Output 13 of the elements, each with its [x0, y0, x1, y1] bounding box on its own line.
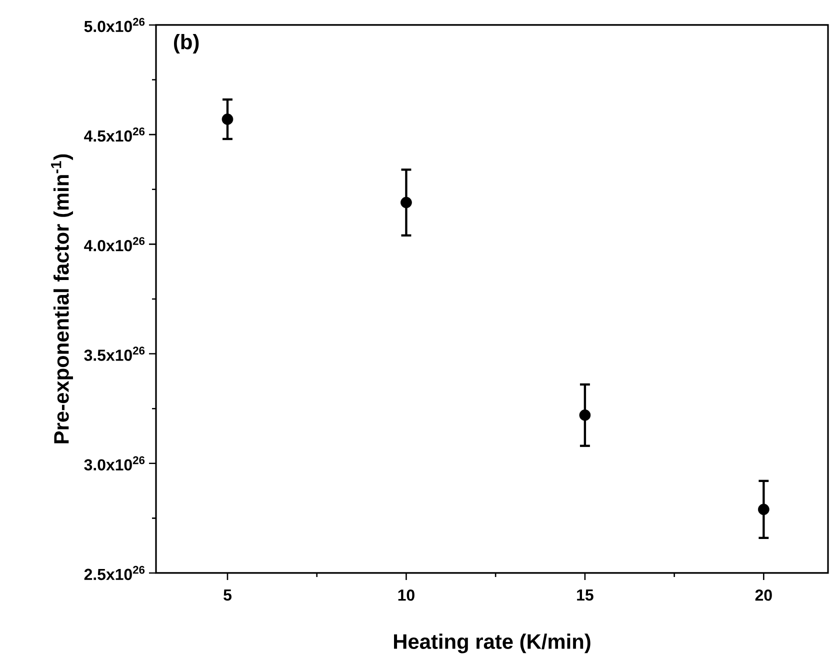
y-tick-label: 3.5x10$^{26}$: [84, 346, 145, 361]
x-tick-label: 20: [755, 590, 772, 601]
y-tick-label: 3.0x10$^{26}$: [84, 456, 145, 470]
x-axis-title: Heating rate (K/min): [394, 634, 590, 654]
y-tick-label: 4.5x10$^{26}$: [84, 127, 145, 142]
annotation: (b): [174, 34, 199, 54]
y-tick-label: 2.5x10$^{26}$: [84, 566, 145, 580]
y-axis-title: Pre-exponential factor (min$^{-1}$): [51, 154, 73, 444]
x-tick-label: 10: [398, 590, 414, 601]
y-tick-label: 5.0x10$^{26}$: [84, 18, 145, 32]
x-tick-label: 5: [224, 590, 232, 601]
y-tick-label: 4.0x10$^{26}$: [84, 237, 145, 252]
x-tick-label: 15: [577, 590, 594, 601]
